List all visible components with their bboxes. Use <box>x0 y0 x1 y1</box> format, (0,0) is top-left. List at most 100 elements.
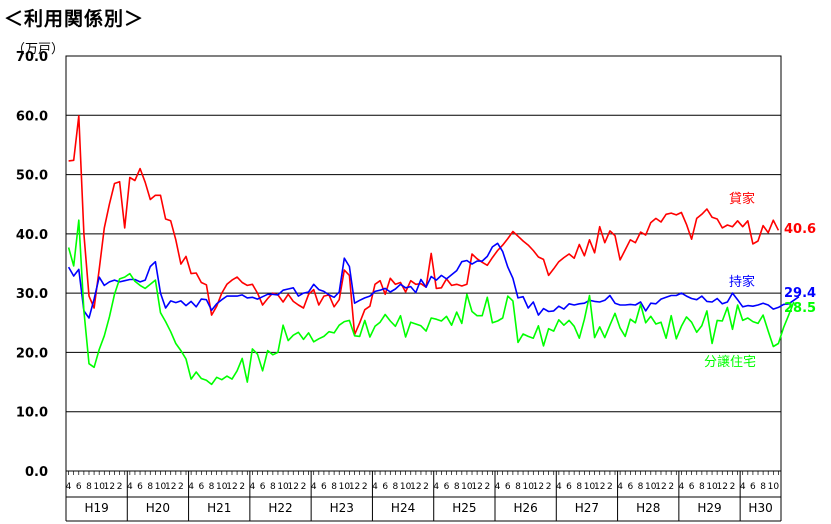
month-tick-label: 8 <box>147 482 153 492</box>
month-tick-label: 2 <box>301 482 307 492</box>
year-label: H23 <box>330 501 354 515</box>
month-tick-label: 2 <box>178 482 184 492</box>
month-tick-label: 6 <box>137 482 143 492</box>
month-tick-label: 10 <box>93 482 105 492</box>
month-tick-label: 12 <box>165 482 176 492</box>
month-tick-label: 6 <box>198 482 204 492</box>
year-label: H19 <box>84 501 108 515</box>
month-tick-label: 8 <box>454 482 460 492</box>
month-tick-label: 2 <box>239 482 245 492</box>
month-tick-label: 10 <box>400 482 412 492</box>
month-tick-label: 10 <box>339 482 351 492</box>
series-line <box>68 115 780 336</box>
month-tick-label: 12 <box>288 482 299 492</box>
year-label: H24 <box>391 501 415 515</box>
month-tick-label: 2 <box>546 482 552 492</box>
month-tick-label: 12 <box>104 482 115 492</box>
page-title: ＜利用関係別＞ <box>4 8 145 30</box>
month-tick-label: 10 <box>155 482 167 492</box>
y-tick-label: 60.0 <box>16 109 48 124</box>
month-tick-label: 12 <box>226 482 237 492</box>
month-tick-label: 10 <box>706 482 718 492</box>
month-tick-label: 8 <box>760 482 766 492</box>
month-tick-label: 8 <box>270 482 276 492</box>
month-tick-label: 4 <box>188 482 194 492</box>
month-tick-label: 12 <box>410 482 421 492</box>
year-label: H29 <box>697 501 721 515</box>
month-tick-label: 8 <box>638 482 644 492</box>
series-label: 貸家 <box>729 191 755 207</box>
month-tick-label: 6 <box>444 482 450 492</box>
y-tick-label: 10.0 <box>16 406 48 421</box>
month-tick-label: 2 <box>117 482 123 492</box>
month-tick-label: 2 <box>668 482 674 492</box>
series-line <box>67 242 800 319</box>
y-tick-label: 70.0 <box>16 50 48 65</box>
month-tick-label: 12 <box>594 482 605 492</box>
year-label: H28 <box>636 501 660 515</box>
month-tick-label: 10 <box>584 482 596 492</box>
month-tick-label: 10 <box>216 482 228 492</box>
month-tick-label: 6 <box>382 482 388 492</box>
month-tick-label: 10 <box>522 482 534 492</box>
series-line <box>67 219 795 386</box>
series-end-value: 40.6 <box>784 222 816 237</box>
month-tick-label: 2 <box>362 482 368 492</box>
month-tick-label: 12 <box>471 482 482 492</box>
month-tick-label: 10 <box>461 482 473 492</box>
month-tick-label: 12 <box>655 482 666 492</box>
month-tick-label: 6 <box>627 482 633 492</box>
month-tick-label: 8 <box>331 482 337 492</box>
month-tick-label: 6 <box>750 482 756 492</box>
year-label: H21 <box>207 501 231 515</box>
month-tick-label: 4 <box>433 482 439 492</box>
y-tick-label: 50.0 <box>16 169 48 184</box>
month-tick-label: 4 <box>495 482 501 492</box>
month-tick-label: 12 <box>349 482 360 492</box>
month-tick-label: 4 <box>66 482 72 492</box>
month-tick-label: 4 <box>127 482 133 492</box>
y-tick-label: 40.0 <box>16 228 48 243</box>
year-label: H27 <box>575 501 599 515</box>
month-tick-label: 8 <box>699 482 705 492</box>
month-tick-label: 4 <box>372 482 378 492</box>
year-label: H30 <box>748 501 772 515</box>
year-label: H22 <box>268 501 292 515</box>
month-tick-label: 2 <box>730 482 736 492</box>
month-tick-label: 8 <box>393 482 399 492</box>
month-tick-label: 6 <box>566 482 572 492</box>
month-tick-label: 10 <box>768 482 780 492</box>
month-tick-label: 6 <box>76 482 82 492</box>
month-tick-label: 6 <box>321 482 327 492</box>
month-tick-label: 12 <box>533 482 544 492</box>
year-label: H25 <box>452 501 476 515</box>
month-tick-label: 4 <box>740 482 746 492</box>
month-tick-label: 4 <box>250 482 256 492</box>
y-tick-label: 30.0 <box>16 287 48 302</box>
month-tick-label: 4 <box>556 482 562 492</box>
month-tick-label: 10 <box>645 482 657 492</box>
series-end-value: 29.4 <box>784 286 816 301</box>
y-tick-label: 0.0 <box>25 465 48 480</box>
plot-area-frame <box>65 55 782 472</box>
y-axis-unit-label: （万戸） <box>12 42 65 57</box>
series-end-value: 28.5 <box>784 301 816 316</box>
month-tick-label: 10 <box>277 482 289 492</box>
month-tick-label: 2 <box>607 482 613 492</box>
month-tick-label: 6 <box>505 482 511 492</box>
month-tick-label: 4 <box>679 482 685 492</box>
month-tick-label: 8 <box>576 482 582 492</box>
month-tick-label: 6 <box>689 482 695 492</box>
month-tick-label: 8 <box>209 482 215 492</box>
year-label: H20 <box>146 501 170 515</box>
month-tick-label: 8 <box>515 482 521 492</box>
month-tick-label: 8 <box>86 482 92 492</box>
month-tick-label: 2 <box>423 482 429 492</box>
month-tick-label: 12 <box>717 482 728 492</box>
series-label: 持家 <box>729 274 755 290</box>
year-label: H26 <box>513 501 537 515</box>
month-tick-label: 2 <box>484 482 490 492</box>
y-tick-label: 20.0 <box>16 346 48 361</box>
month-tick-label: 4 <box>311 482 317 492</box>
